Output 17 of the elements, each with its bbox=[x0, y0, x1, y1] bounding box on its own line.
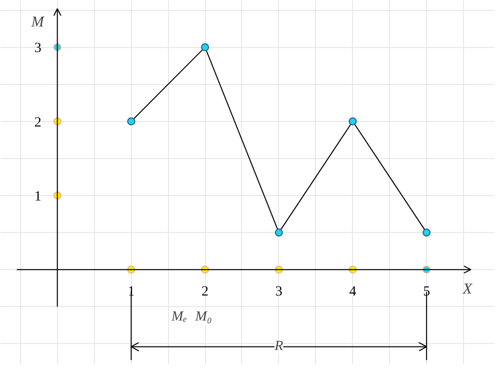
x-tick-label: 3 bbox=[275, 284, 282, 300]
y-axis-title: M bbox=[30, 14, 46, 31]
point bbox=[422, 228, 431, 237]
annotation: Mₑ bbox=[170, 310, 188, 325]
y-tick-label: 2 bbox=[34, 115, 42, 130]
x-axis-title: X bbox=[462, 282, 473, 298]
point bbox=[348, 117, 357, 126]
x-tick-label: 5 bbox=[423, 284, 430, 300]
y-tick-label: 1 bbox=[34, 189, 42, 204]
point bbox=[201, 43, 210, 52]
point bbox=[127, 117, 136, 126]
point bbox=[274, 228, 283, 237]
x-tick-label: 2 bbox=[202, 284, 209, 300]
y-tick-label: 3 bbox=[34, 41, 42, 56]
annotation: M₀ bbox=[194, 310, 212, 325]
annotation: R bbox=[274, 339, 284, 354]
x-tick-label: 4 bbox=[349, 284, 356, 300]
